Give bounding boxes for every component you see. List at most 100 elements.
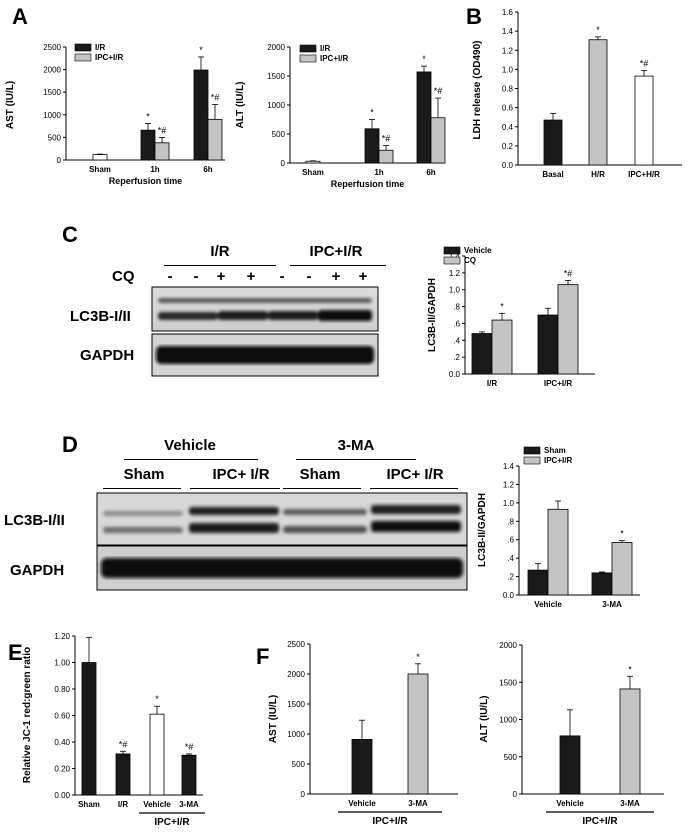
chart-a-alt-bar-sig: * — [422, 54, 426, 64]
chart-a-alt-bar — [378, 149, 394, 164]
chart-a-alt-bar-sig: *# — [382, 134, 391, 144]
blot-d-sub-sham-1: Sham — [123, 466, 165, 483]
blot-c-group-ipc-line — [290, 265, 386, 266]
chart-b-ldh-y-tick-label: 1.2 — [502, 46, 514, 55]
panel-letter-c: C — [62, 222, 78, 247]
blot-d-sub-sham-2-line — [283, 488, 361, 489]
chart-a-ast-legend-label: I/R — [95, 43, 105, 52]
chart-c-lc3-legend-label: Vehicle — [464, 246, 492, 255]
chart-a-ast-legend-swatch — [74, 43, 92, 52]
chart-b-ldh-bar-sig: *# — [640, 58, 649, 68]
chart-b-ldh-y-tick-label: 0.2 — [502, 142, 514, 151]
chart-a-alt-x-label: Reperfusion time — [331, 179, 405, 189]
chart-a-alt-category-label: Sham — [302, 168, 324, 177]
chart-a-alt-y-tick-label: 2000 — [267, 43, 285, 52]
chart-a-alt-category-label: 1h — [374, 168, 383, 177]
chart-e-jc1-y-tick-label: 1.20 — [54, 632, 70, 641]
chart-e-jc1-bar — [149, 713, 165, 796]
blot-c-cq-sign: - — [167, 268, 173, 285]
chart-c-lc3-y-tick-label: 0.0 — [449, 370, 461, 379]
blot-d-treatment-3ma: 3-MA — [337, 437, 375, 454]
chart-a-ast-y-tick-label: 1500 — [43, 88, 61, 97]
chart-f-alt-category-label: 3-MA — [620, 799, 640, 808]
chart-f-ast-category-label: 3-MA — [408, 799, 428, 808]
chart-d-lc3-y-label: LC3B-II/GAPDH — [477, 493, 488, 567]
chart-c-lc3-y-tick-label: .4 — [453, 336, 460, 345]
chart-e-jc1-bar — [181, 754, 197, 796]
chart-a-ast-y-tick-label: 500 — [48, 133, 62, 142]
chart-b-ldh-y-tick-label: 1.6 — [502, 8, 514, 17]
chart-d-lc3-bar — [611, 542, 633, 596]
chart-a-ast-y-tick-label: 2000 — [43, 66, 61, 75]
chart-a-ast-bar — [92, 154, 108, 161]
chart-d-lc3-bar — [591, 572, 613, 596]
chart-a-ast-bar-sig: *# — [158, 125, 167, 135]
chart-a-alt-legend-swatch — [299, 44, 317, 53]
blot-c-gapdh-label: GAPDH — [80, 347, 135, 364]
chart-d-lc3-y-tick-label: 0.0 — [503, 591, 515, 600]
chart-d-lc3-y-tick-label: .4 — [507, 554, 514, 563]
chart-a-ast-bar — [140, 129, 156, 161]
blot-d-sub-ipc-1-line — [190, 488, 280, 489]
chart-d-lc3-y-tick-label: .2 — [507, 573, 514, 582]
chart-e-jc1-category-label: I/R — [118, 800, 128, 809]
chart-a-ast-bar — [154, 142, 170, 161]
chart-f-ast-category-label: Vehicle — [348, 799, 376, 808]
chart-a-alt-y-tick-label: 1000 — [267, 101, 285, 110]
chart-a-alt-bar — [364, 128, 380, 164]
chart-b-ldh-bar-sig: * — [596, 25, 600, 35]
blot-d-sub-ipc-2: IPC+ I/R — [386, 466, 444, 483]
chart-c-lc3-bar — [557, 284, 579, 375]
chart-e-jc1-bar — [81, 662, 97, 796]
chart-f-alt-category-label: Vehicle — [556, 799, 584, 808]
chart-f-alt-bar-sig: * — [628, 664, 632, 674]
chart-b-ldh-category-label: H/R — [591, 170, 605, 179]
chart-c-lc3-bar — [537, 314, 559, 375]
panel-letter-e: E — [8, 640, 23, 665]
chart-a-alt-bar — [416, 71, 432, 164]
chart-a-ast-y-tick-label: 2500 — [43, 43, 61, 52]
chart-b-ldh-y-tick-label: 0.6 — [502, 104, 514, 113]
chart-a-ast-bar — [207, 118, 223, 161]
panel-letter-f: F — [256, 644, 270, 669]
chart-b-ldh-bar — [634, 75, 654, 166]
blot-d-gapdh-band-image — [96, 545, 468, 591]
panel-letter-a: A — [12, 4, 28, 29]
chart-d-lc3-category-label: 3-MA — [602, 600, 622, 609]
chart-e-jc1-bar-sig: * — [155, 694, 159, 704]
chart-f-ast-y-tick-label: 2000 — [287, 670, 305, 679]
blot-d-treatment-3ma-line — [296, 459, 416, 460]
chart-c-lc3-bar — [491, 319, 513, 375]
chart-e-jc1-y-tick-label: 0.20 — [54, 765, 70, 774]
blot-c-cq-sign: + — [331, 268, 341, 285]
chart-f-ast-bar — [351, 739, 373, 795]
chart-a-ast-legend-label: IPC+I/R — [95, 53, 123, 62]
chart-e-jc1-category-label: Sham — [78, 800, 100, 809]
blot-d-sub-sham-1-line — [103, 488, 181, 489]
chart-a-alt-legend-swatch — [299, 54, 317, 63]
chart-e-jc1-bar-sig: *# — [119, 739, 128, 749]
chart-b-ldh-y-tick-label: 1.4 — [502, 27, 514, 36]
chart-c-lc3-bar-sig: * — [500, 301, 504, 311]
chart-d-lc3-bar — [547, 508, 569, 596]
chart-f-alt-y-tick-label: 500 — [504, 753, 518, 762]
chart-d-lc3-y-tick-label: 1.2 — [503, 480, 515, 489]
blot-c-cq-sign: + — [216, 268, 226, 285]
chart-b-ldh-bar — [543, 119, 563, 166]
chart-c-lc3-legend-label: CQ — [464, 256, 476, 265]
chart-e-jc1-category-label: 3-MA — [179, 800, 199, 809]
blot-d-treatment-vehicle-line — [124, 459, 258, 460]
blot-c-cq-sign: - — [306, 268, 312, 285]
blot-c-cq-label: CQ — [112, 268, 135, 285]
chart-d-lc3-y-tick-label: 1.4 — [503, 462, 515, 471]
chart-f-ast-y-tick-label: 500 — [292, 760, 306, 769]
chart-a-alt-y-tick-label: 500 — [272, 130, 286, 139]
chart-a-alt-y-label: ALT (IU/L) — [235, 81, 246, 128]
chart-a-ast-y-tick-label: 0 — [57, 156, 62, 165]
chart-d-lc3-legend-label: Sham — [544, 446, 566, 455]
chart-a-ast-bar-sig: * — [199, 45, 203, 55]
chart-f-ast-y-label: AST (IU/L) — [268, 695, 279, 743]
chart-e-jc1-bar-sig: *# — [185, 742, 194, 752]
chart-e-jc1-category-label: Vehicle — [143, 800, 171, 809]
chart-e-jc1-y-tick-label: 0.00 — [54, 791, 70, 800]
